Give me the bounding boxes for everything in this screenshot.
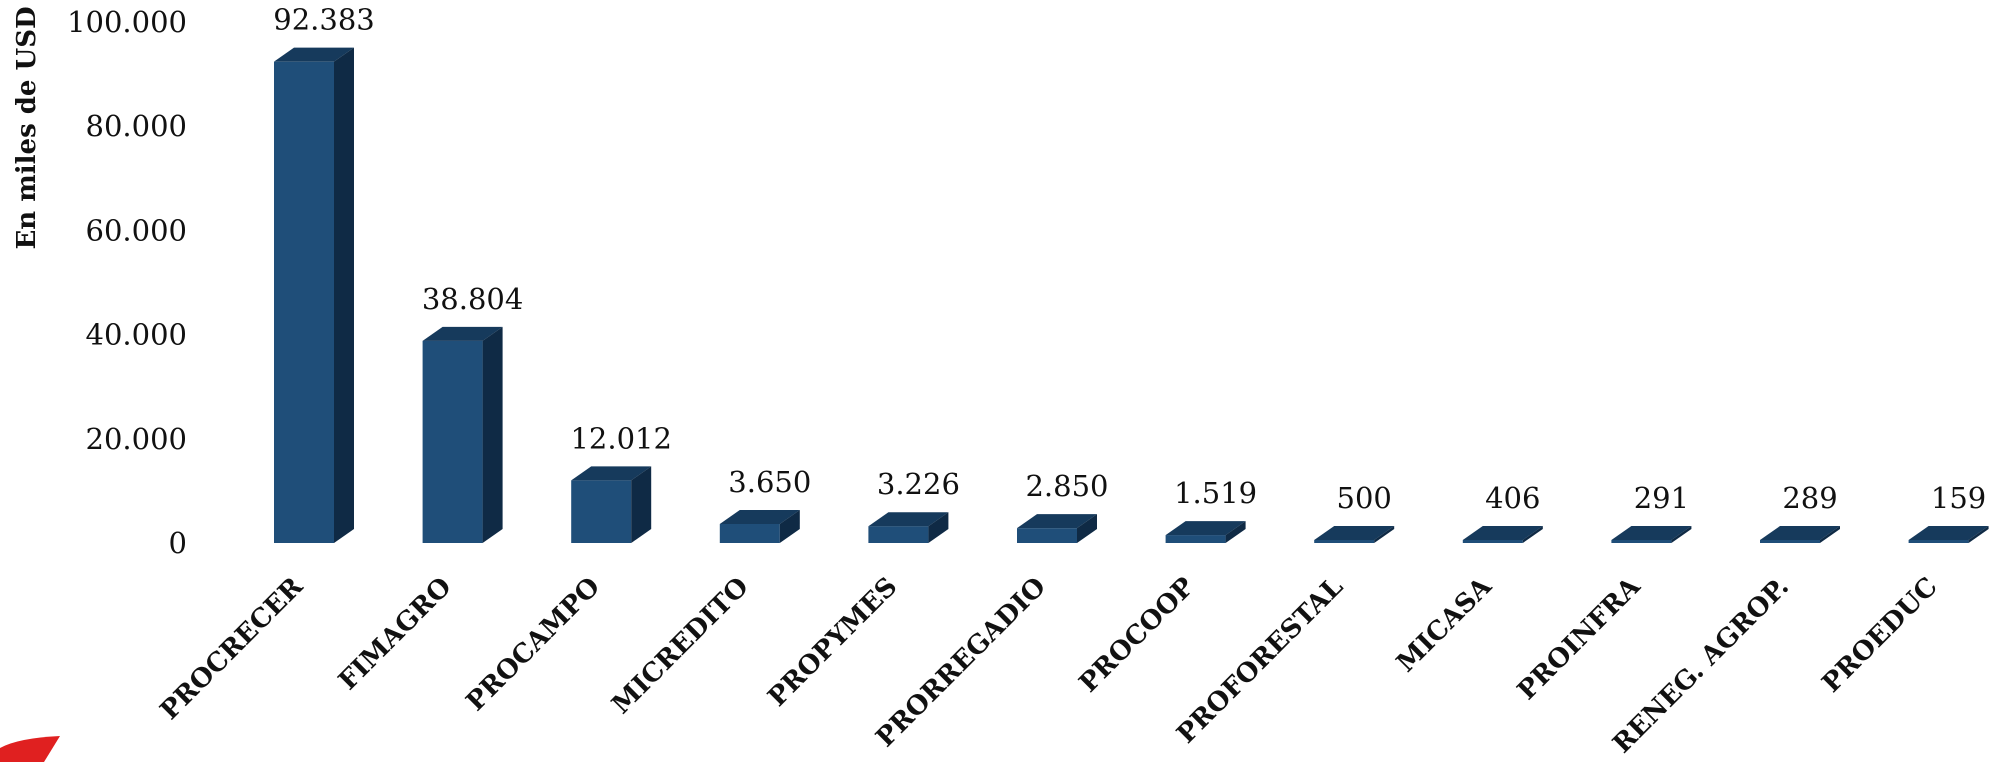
bars: [274, 47, 1989, 543]
bar-side: [1522, 526, 1543, 543]
bar-side: [482, 326, 503, 543]
data-label: 3.650: [728, 465, 811, 499]
bar: [422, 326, 503, 543]
bar-top: [1165, 521, 1246, 536]
category-label: PROCAMPO: [461, 572, 606, 717]
bar-side: [1225, 521, 1246, 543]
bar: [1760, 526, 1840, 543]
bar-front: [719, 523, 780, 543]
bar-top: [868, 512, 949, 527]
data-label: 3.226: [877, 467, 960, 501]
bar-top: [1760, 526, 1840, 540]
bar-front: [868, 526, 929, 543]
category-label: PROCOOP: [1074, 572, 1201, 699]
data-label: 159: [1931, 481, 1986, 515]
y-tick-label: 0: [169, 526, 187, 560]
data-label: 1.519: [1174, 476, 1257, 510]
bar: [1462, 526, 1543, 543]
bar-top: [1314, 526, 1395, 540]
bar-front: [274, 61, 334, 543]
bar-side: [1077, 514, 1097, 543]
bar: [1165, 521, 1246, 543]
data-label: 2.850: [1025, 469, 1108, 503]
data-label: 38.804: [422, 282, 523, 316]
category-label: PROEDUC: [1817, 572, 1944, 699]
bar-front: [1165, 535, 1226, 543]
data-labels: 92.383 38.804 12.012 3.650 3.226 2.850 1.519 50…: [273, 3, 1986, 515]
bar-top: [1462, 526, 1543, 540]
bar-front: [422, 340, 483, 543]
bar-top: [719, 509, 800, 524]
bar-top: [274, 47, 354, 62]
bar: [1908, 526, 1989, 543]
category-label: PROFORESTAL: [1171, 572, 1349, 750]
category-label: PRORREGADIO: [871, 572, 1052, 753]
bar-top: [1908, 526, 1989, 540]
category-label: FIMAGRO: [333, 572, 457, 696]
y-tick-label: 100.000: [67, 5, 187, 39]
y-tick-label: 60.000: [86, 213, 187, 247]
y-axis-ticks: 0 20.000 40.000 60.000 80.000 100.000: [67, 5, 187, 560]
bar: [274, 47, 354, 543]
data-label: 12.012: [570, 421, 671, 455]
bar-top: [571, 466, 652, 481]
data-label: 500: [1337, 481, 1392, 515]
category-label: PROPYMES: [762, 572, 903, 713]
bar-side: [1374, 526, 1395, 543]
bar-front: [1611, 540, 1672, 543]
bar-side: [928, 512, 949, 543]
bar-front: [571, 480, 632, 543]
data-label: 289: [1782, 481, 1837, 515]
bar-side: [779, 509, 800, 543]
y-tick-label: 40.000: [86, 318, 187, 352]
data-label: 291: [1634, 481, 1689, 515]
bar-front: [1017, 528, 1077, 543]
bar: [719, 509, 800, 543]
bar-front: [1314, 540, 1375, 543]
bar-front: [1760, 540, 1820, 543]
bar: [1314, 526, 1395, 543]
category-label: MICREDITO: [606, 572, 754, 720]
bar-side: [334, 47, 354, 543]
category-label: PROCRECER: [155, 571, 309, 725]
bar-top: [422, 326, 503, 341]
category-labels: PROCRECER FIMAGRO PROCAMPO MICREDITO PROPYME…: [155, 571, 1944, 759]
bar-top: [1017, 514, 1097, 529]
category-label: MICASA: [1391, 571, 1498, 678]
y-tick-label: 20.000: [86, 422, 187, 456]
bar: [1017, 514, 1097, 543]
bar: [868, 512, 949, 543]
bar-side: [1671, 526, 1692, 543]
bar: [571, 466, 652, 543]
bar-front: [1462, 540, 1523, 543]
data-label: 92.383: [273, 3, 374, 37]
bar-side: [1968, 526, 1989, 543]
category-label: PROINFRA: [1512, 571, 1647, 706]
bar-front: [1908, 540, 1969, 543]
bar: [1611, 526, 1692, 543]
data-label: 406: [1485, 481, 1540, 515]
y-tick-label: 80.000: [86, 109, 187, 143]
bar-side: [631, 466, 652, 543]
bar-side: [1820, 526, 1840, 543]
corner-logo-mark: [0, 736, 60, 762]
bar-top: [1611, 526, 1692, 540]
y-axis-label: En miles de USD: [12, 6, 42, 249]
